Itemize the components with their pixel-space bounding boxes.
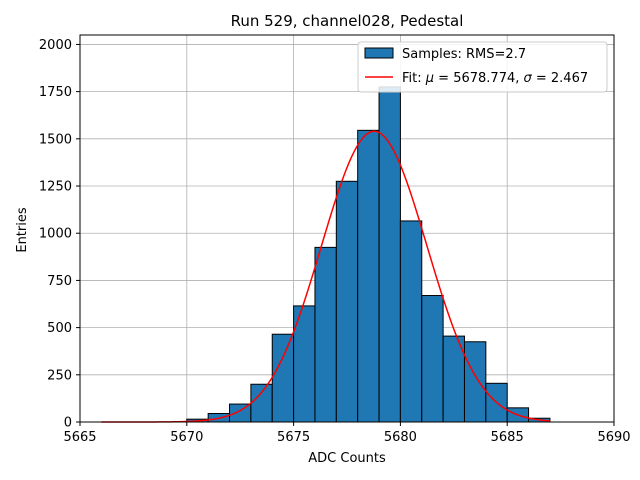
histogram-bar [250,383,273,423]
histogram-bar [229,403,252,423]
histogram-bar [271,333,295,423]
y-tick-label: 2000 [39,38,72,53]
x-tick-label: 5685 [491,430,524,445]
plot-area-frame [79,34,615,423]
x-tick-label: 5690 [597,430,630,445]
legend-samples-label: Samples: RMS=2.7 [402,47,526,62]
y-tick-label: 500 [47,321,72,336]
x-tick-label: 5680 [384,430,417,445]
y-axis-ticks: 0 250 500 750 1000 1250 1500 1750 2000 [39,38,80,431]
y-tick-label: 1750 [39,85,72,100]
y-tick-label: 1000 [39,227,72,242]
histogram-bar [335,180,359,423]
y-tick-label: 250 [47,368,72,383]
y-tick-label: 1500 [39,132,72,147]
y-tick-label: 1250 [39,180,72,195]
histogram-bar [314,246,337,423]
y-tick-label: 0 [64,416,72,431]
chart-title: Run 529, channel028, Pedestal [231,12,464,30]
legend-box [357,41,608,93]
legend-fit-mu-value: = 5678.774, [434,71,523,86]
histogram-bar [463,341,487,423]
x-tick-label: 5665 [63,430,96,445]
x-axis-label: ADC Counts [308,451,386,466]
x-axis-ticks: 5665 5670 5675 5680 5685 5690 [63,422,631,445]
histogram-bar [357,129,380,423]
legend-fit-sigma-value: = 2.467 [532,71,588,86]
legend-fit-mu-symbol: μ [425,71,434,86]
legend-fit-sigma-symbol: σ [524,71,533,86]
legend-fit-prefix: Fit: [402,71,426,86]
x-tick-label: 5675 [277,430,310,445]
y-axis-label: Entries [15,207,30,253]
histogram-bar [378,86,401,423]
legend: Samples: RMS=2.7 Fit: μ = 5678.774, σ = … [357,41,608,93]
legend-fit-label: Fit: μ = 5678.774, σ = 2.467 [402,71,588,86]
histogram-bar [421,295,444,423]
histogram-bars [186,86,551,423]
x-tick-label: 5670 [170,430,203,445]
histogram-bar [399,220,423,423]
y-tick-label: 750 [47,274,72,289]
legend-samples-swatch [364,47,394,59]
